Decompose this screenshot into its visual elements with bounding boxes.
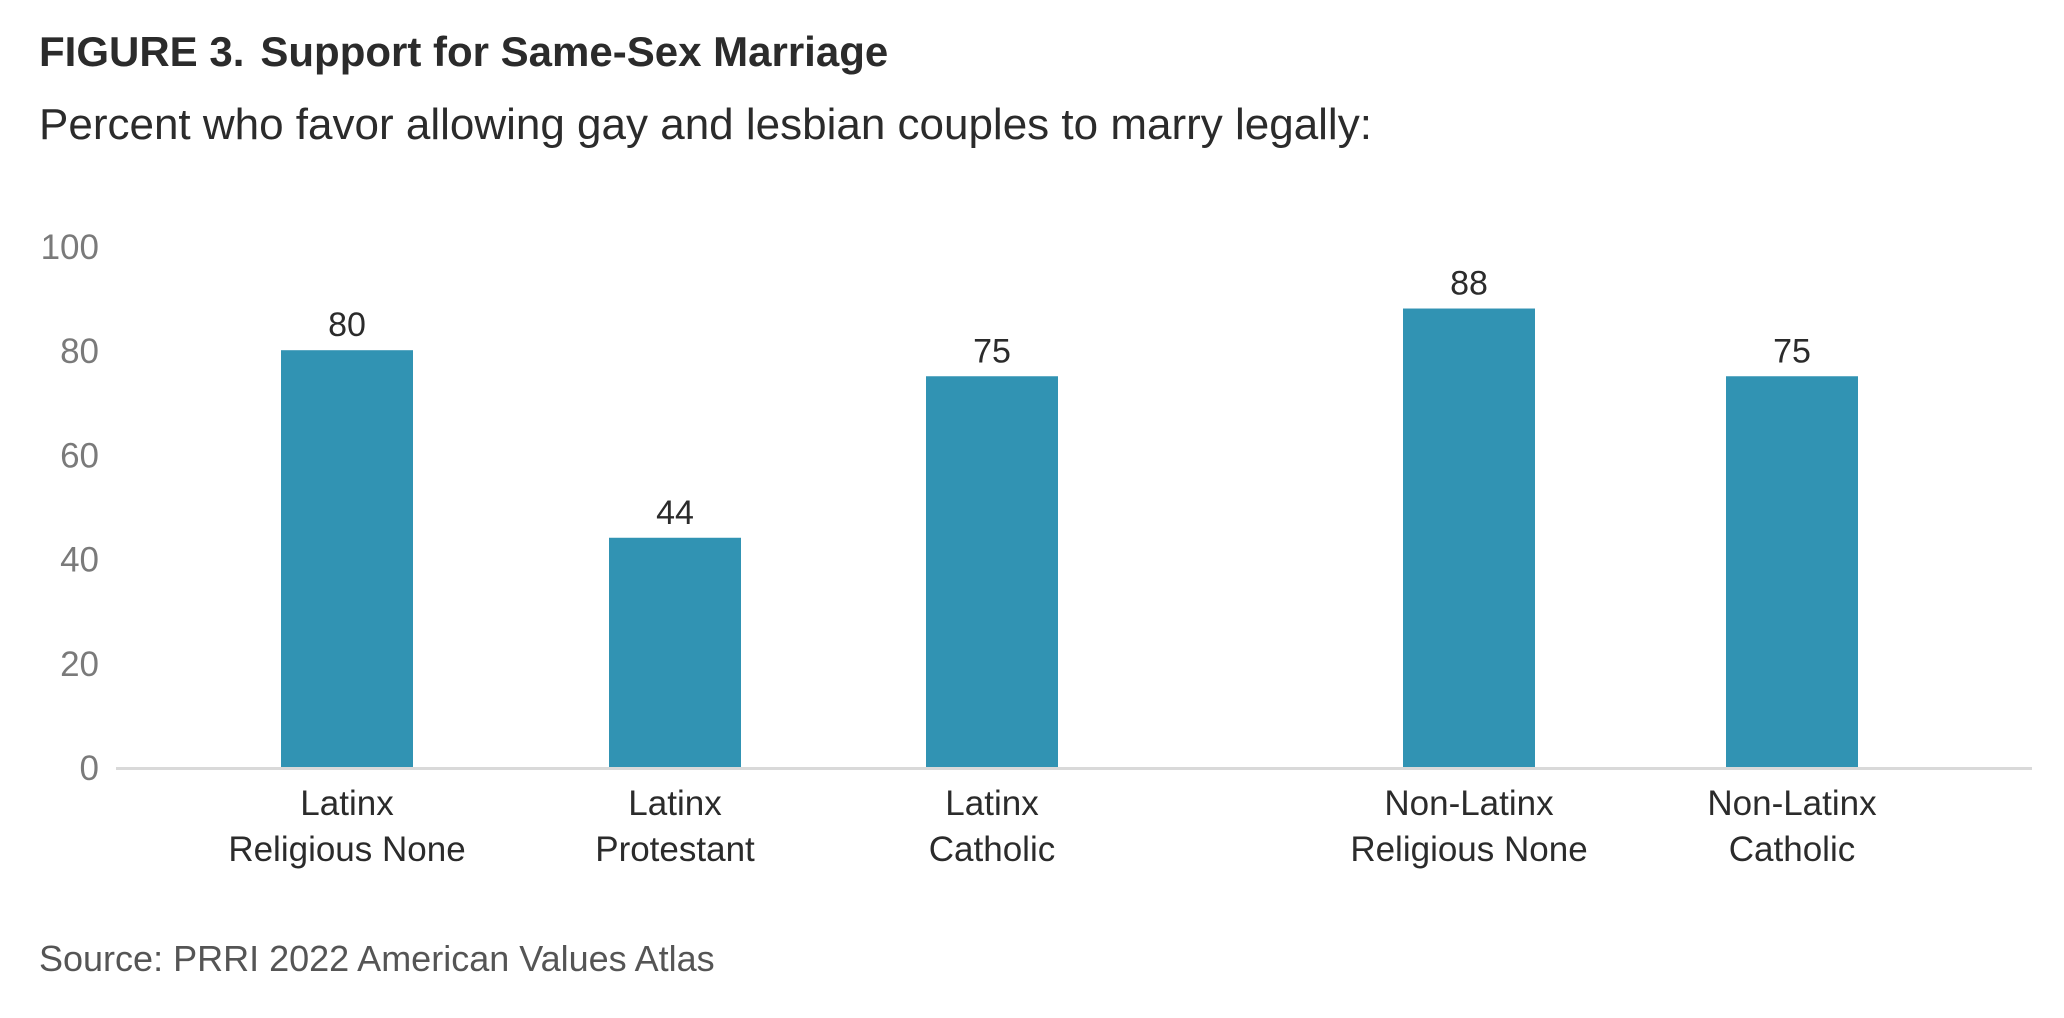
x-tick-label: Non-Latinx	[1707, 784, 1877, 823]
x-tick-label: Protestant	[595, 830, 755, 869]
chart-subtitle: Percent who favor allowing gay and lesbi…	[39, 100, 1372, 149]
chart-title: Support for Same-Sex Marriage	[260, 28, 889, 75]
x-tick-label: Latinx	[628, 784, 722, 823]
x-tick-label: Latinx	[300, 784, 394, 823]
y-tick-label: 40	[60, 541, 99, 580]
y-tick-label: 20	[60, 645, 99, 684]
y-tick-label: 100	[41, 228, 99, 267]
x-tick-label: Non-Latinx	[1384, 784, 1554, 823]
y-tick-label: 60	[60, 436, 99, 475]
bar	[609, 537, 741, 767]
x-tick-label: Latinx	[945, 784, 1039, 823]
bar	[1726, 376, 1858, 767]
y-axis: 0 20 40 60 80 100	[41, 228, 99, 788]
data-label: 80	[328, 306, 366, 344]
y-tick-label: 80	[60, 332, 99, 371]
bar	[281, 350, 413, 767]
data-label: 88	[1450, 265, 1488, 303]
x-axis: Latinx Religious None Latinx Protestant Lati…	[228, 784, 1877, 869]
data-label: 75	[973, 332, 1011, 370]
bar-series	[281, 308, 1858, 767]
x-tick-label: Religious None	[228, 830, 465, 869]
data-label: 44	[656, 494, 694, 532]
figure-title: FIGURE 3. Support for Same-Sex Marriage	[39, 28, 888, 76]
x-tick-label: Religious None	[1350, 830, 1587, 869]
x-tick-label: Catholic	[1729, 830, 1855, 869]
y-tick-label: 0	[80, 749, 99, 788]
data-labels: 80 44 75 88 75	[328, 265, 1811, 532]
figure-label: FIGURE 3.	[39, 28, 245, 75]
source-note: Source: PRRI 2022 American Values Atlas	[39, 938, 715, 979]
data-label: 75	[1773, 332, 1811, 370]
bar	[926, 376, 1058, 767]
bar	[1403, 308, 1535, 767]
x-tick-label: Catholic	[929, 830, 1055, 869]
